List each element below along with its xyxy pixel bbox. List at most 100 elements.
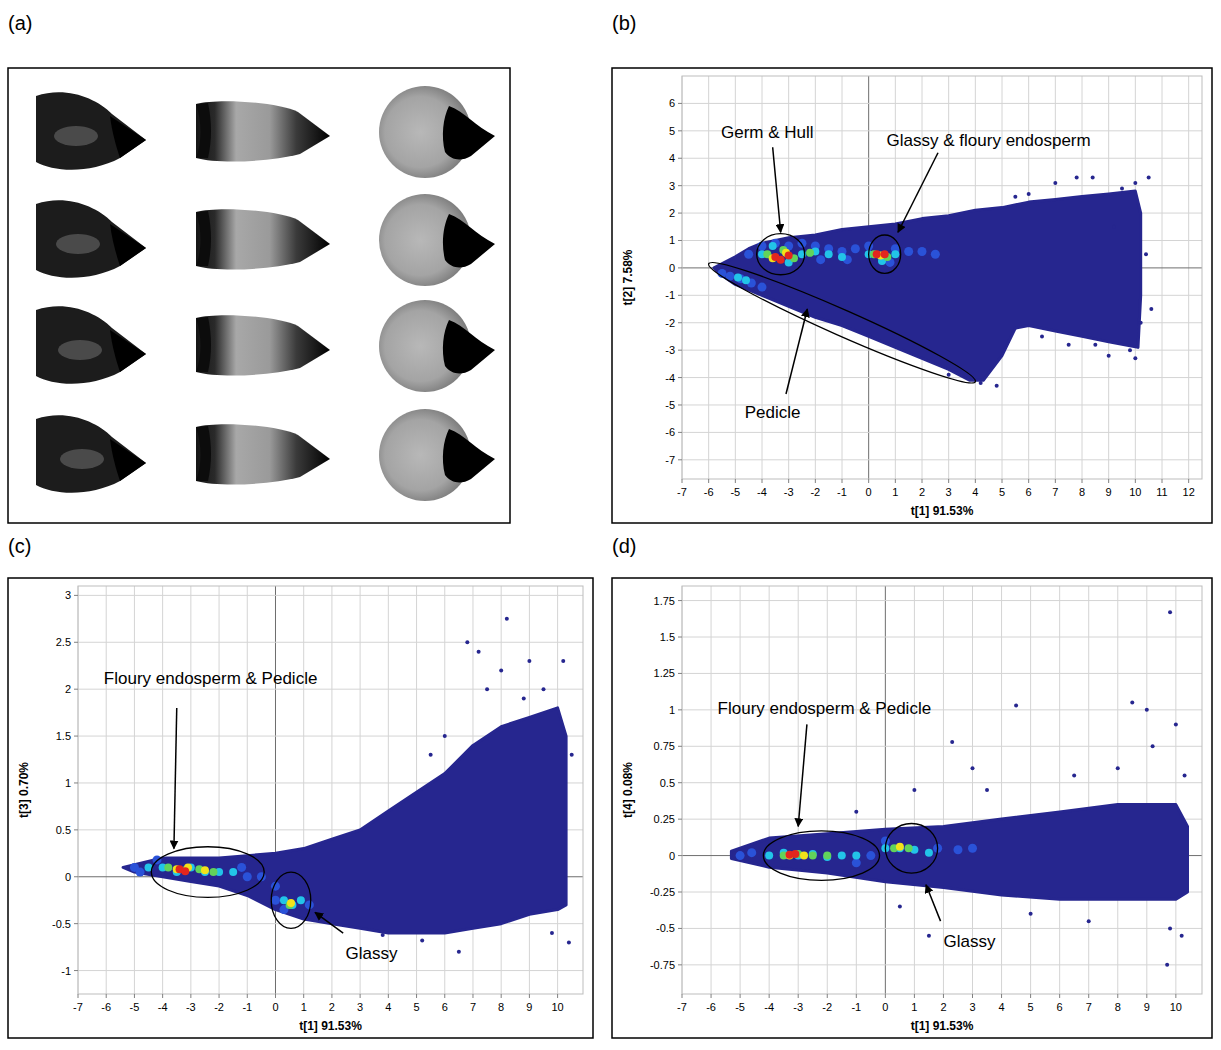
- tick-x: [948, 479, 949, 483]
- kernel-end: [196, 103, 211, 158]
- tick-x: [501, 994, 502, 998]
- tick-label-x: -2: [214, 1001, 224, 1013]
- kernel-tip: [110, 116, 146, 158]
- tick-x: [1188, 479, 1189, 483]
- grid-line-x: [219, 586, 220, 994]
- density-point: [201, 866, 209, 874]
- point: [1144, 252, 1148, 256]
- point: [1133, 356, 1137, 360]
- tick-label-x: 8: [498, 1001, 504, 1013]
- density-point: [816, 255, 825, 264]
- annotation-arrow: [926, 885, 941, 921]
- tick-label-x: 8: [1079, 486, 1085, 498]
- density-point: [736, 851, 745, 860]
- kernel-shade: [58, 340, 102, 360]
- tick-x: [798, 994, 799, 998]
- tick-x: [815, 479, 816, 483]
- kernel-end: [196, 426, 211, 481]
- tick-label-y: -1: [665, 289, 675, 301]
- region-ellipse: [271, 872, 310, 928]
- tick-label-x: 5: [1028, 1001, 1034, 1013]
- tick-label-x: -5: [735, 1001, 745, 1013]
- point: [1040, 334, 1044, 338]
- grid-line-x: [1117, 586, 1118, 994]
- grid-line-y: [682, 782, 1202, 783]
- tick-x: [219, 994, 220, 998]
- density-point: [181, 867, 189, 875]
- density-point: [852, 858, 861, 867]
- point: [1147, 175, 1151, 179]
- tick-label-x: 2: [329, 1001, 335, 1013]
- density-point: [838, 253, 846, 261]
- tick-x: [106, 994, 107, 998]
- tick-y: [678, 459, 682, 460]
- annotation-arrow: [174, 708, 177, 849]
- tick-x: [762, 479, 763, 483]
- point: [1014, 703, 1018, 707]
- tick-label-x: 5: [413, 1001, 419, 1013]
- point: [1139, 321, 1143, 325]
- tick-x: [735, 479, 736, 483]
- tick-label-y: 1: [669, 704, 675, 716]
- tick-label-x: -2: [822, 1001, 832, 1013]
- annotation-text: Germ & Hull: [721, 123, 814, 142]
- density-point: [953, 845, 962, 854]
- axis-title-y: t[4] 0.08%: [621, 762, 635, 818]
- kernel-body: [36, 415, 146, 492]
- tick-label-x: -7: [73, 1001, 83, 1013]
- tick-label-y: -0.25: [650, 886, 675, 898]
- grid-line-x: [827, 586, 828, 994]
- tick-label-x: -1: [837, 486, 847, 498]
- kernel-end-view: [379, 409, 495, 501]
- density-point: [747, 848, 756, 857]
- region-ellipse: [703, 252, 980, 394]
- tick-y: [678, 432, 682, 433]
- tick-x: [1088, 994, 1089, 998]
- grid-line-x: [331, 586, 332, 994]
- tick-label-y: 6: [669, 97, 675, 109]
- grid-line-x: [1188, 76, 1189, 479]
- point: [567, 940, 571, 944]
- grid: [682, 586, 1202, 994]
- tick-label-x: 4: [972, 486, 978, 498]
- tick-x: [788, 479, 789, 483]
- kernel-body: [196, 101, 330, 161]
- tick-x: [842, 479, 843, 483]
- tick-x: [943, 994, 944, 998]
- grid-line-x: [360, 586, 361, 994]
- density-point: [777, 256, 785, 264]
- density-point: [800, 852, 808, 860]
- tick-label-y: 5: [669, 125, 675, 137]
- point: [1174, 722, 1178, 726]
- density-point: [809, 852, 817, 860]
- point: [1091, 175, 1095, 179]
- grid-line-y: [682, 600, 1202, 601]
- grid-line-y: [78, 642, 583, 643]
- tick-label-x: -3: [186, 1001, 196, 1013]
- tick-x: [1030, 994, 1031, 998]
- plot-area: [682, 586, 1202, 994]
- tick-label-x: 1: [892, 486, 898, 498]
- grid-line-y: [78, 689, 583, 690]
- density-point: [791, 850, 799, 858]
- tick-label-x: 0: [882, 1001, 888, 1013]
- grid-line-y: [682, 637, 1202, 638]
- plot-area: [78, 586, 583, 994]
- axis-title-y: t[3] 0.70%: [17, 762, 31, 818]
- grid-line-x: [1175, 586, 1176, 994]
- grid-line-y: [682, 432, 1202, 433]
- tick-label-x: 3: [969, 1001, 975, 1013]
- grid-line-x: [1001, 586, 1002, 994]
- point-cloud: [714, 191, 1141, 380]
- tick-x: [162, 994, 163, 998]
- tick-label-x: 3: [946, 486, 952, 498]
- density-point: [758, 283, 767, 292]
- density-point: [164, 863, 172, 871]
- tick-x: [1028, 479, 1029, 483]
- tick-label-x: 1: [911, 1001, 917, 1013]
- density-point: [744, 250, 753, 259]
- tick-label-x: 0: [866, 486, 872, 498]
- point: [1029, 912, 1033, 916]
- tick-x: [303, 994, 304, 998]
- tick-label-x: 1: [301, 1001, 307, 1013]
